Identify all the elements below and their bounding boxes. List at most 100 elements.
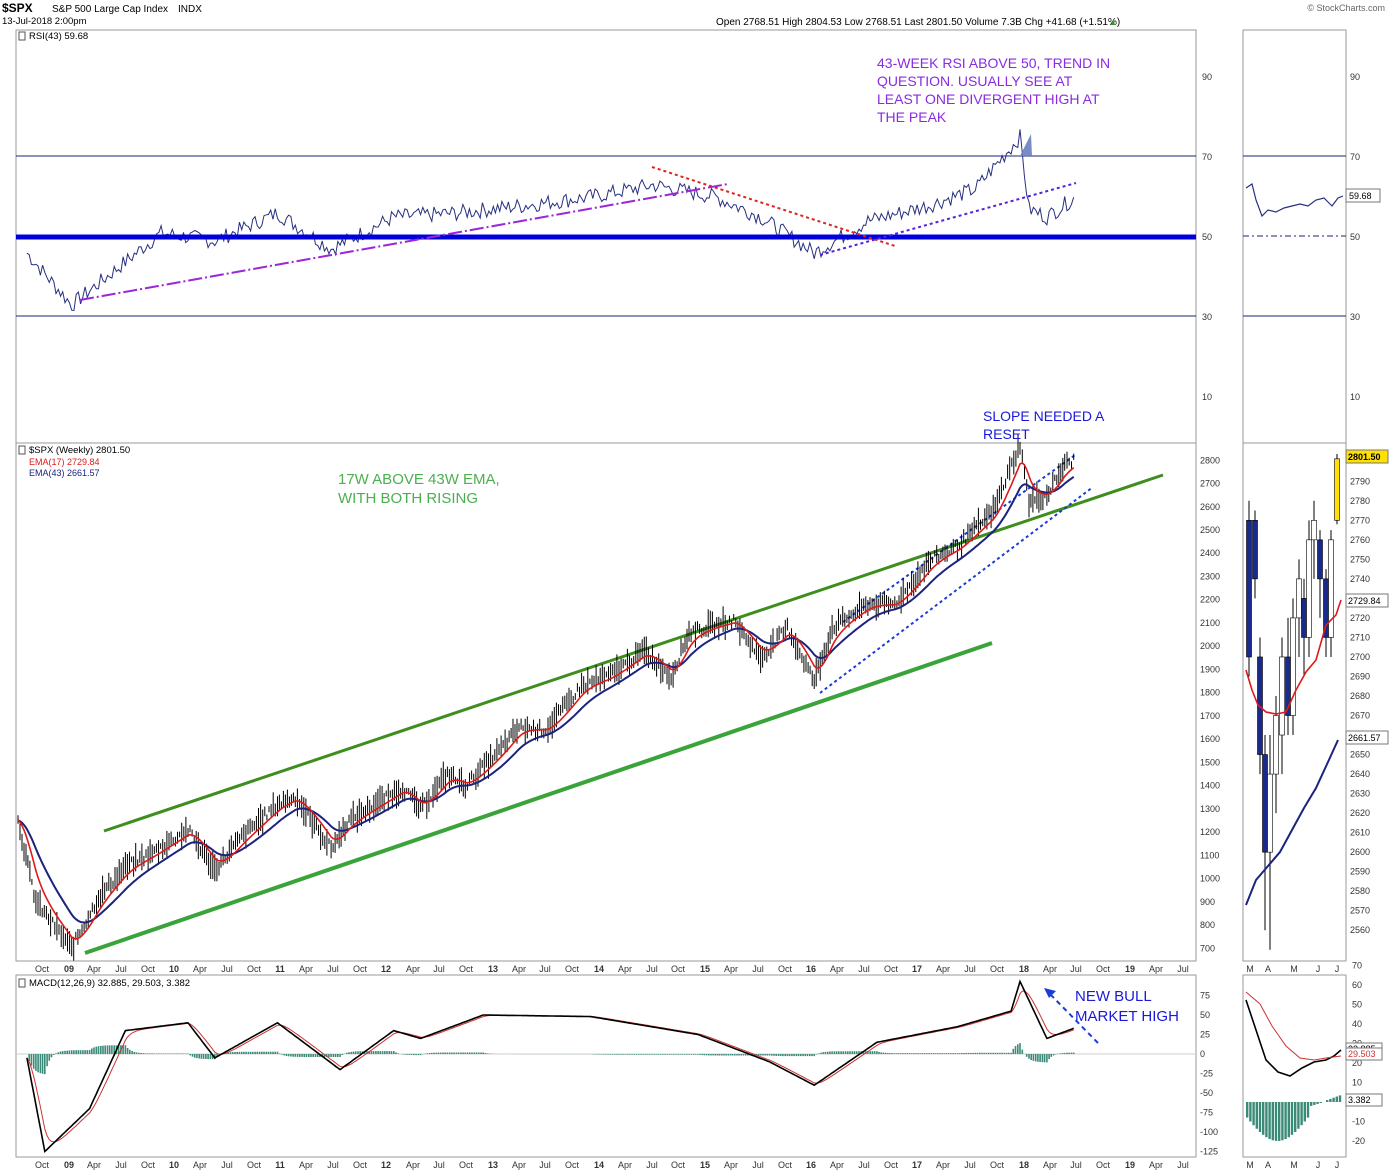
daily-price-tick-label: 2620 xyxy=(1350,808,1370,818)
macd-histogram-bar xyxy=(972,1052,974,1054)
rsi-annotation-line: LEAST ONE DIVERGENT HIGH AT xyxy=(877,91,1100,107)
macd-histogram-bar xyxy=(207,1054,209,1060)
daily-price-tick-label: 2630 xyxy=(1350,789,1370,799)
daily-macd-tag-text: 29.503 xyxy=(1348,1049,1376,1059)
daily-price-tick-label: 2570 xyxy=(1350,906,1370,916)
x-axis-label: Apr xyxy=(1043,964,1057,974)
macd-histogram-bar xyxy=(923,1053,926,1054)
daily-macd-histogram-bar xyxy=(1300,1102,1303,1126)
macd-histogram-bar xyxy=(75,1050,77,1054)
macd-histogram-bar xyxy=(835,1051,838,1054)
daily-macd-histogram-bar xyxy=(1265,1102,1268,1138)
macd-histogram-bar xyxy=(1017,1044,1019,1054)
macd-histogram-bar xyxy=(35,1054,37,1071)
x-axis-label: Oct xyxy=(778,1160,793,1170)
macd-histogram-bar xyxy=(677,1054,679,1055)
x-axis-label: Apr xyxy=(406,1160,420,1170)
macd-panel-icon[interactable] xyxy=(18,978,26,988)
macd-histogram-bar xyxy=(104,1045,106,1054)
macd-histogram-bar xyxy=(238,1051,241,1054)
x-axis-label: Oct xyxy=(884,1160,899,1170)
x-axis-label: Jul xyxy=(752,1160,764,1170)
macd-histogram-bar xyxy=(675,1054,677,1055)
macd-tick-label: 50 xyxy=(1200,1010,1210,1020)
macd-histogram-bar xyxy=(100,1045,102,1054)
price-tick-label: 1800 xyxy=(1200,688,1220,698)
macd-histogram-bar xyxy=(348,1052,350,1054)
daily-macd-tag-text: 3.382 xyxy=(1348,1095,1371,1105)
price-tick-label: 2700 xyxy=(1200,479,1220,489)
daily-x-label: M xyxy=(1246,964,1254,974)
macd-histogram-bar xyxy=(346,1052,348,1054)
macd-histogram-bar xyxy=(999,1052,1001,1054)
rsi-axis: 90 90 70 70 50 50 30 30 10 10 xyxy=(1202,72,1360,402)
x-axis-label: 18 xyxy=(1019,964,1029,974)
x-axis-label: Jul xyxy=(221,1160,233,1170)
macd-histogram-bar xyxy=(437,1052,440,1054)
price-panel-icon[interactable] xyxy=(18,445,26,455)
macd-histogram-bar xyxy=(1030,1054,1032,1060)
rsi-panel-icon[interactable] xyxy=(18,31,26,41)
macd-histogram-bar xyxy=(477,1052,480,1054)
macd-histogram-bar xyxy=(189,1054,191,1056)
x-axis-label: Apr xyxy=(512,964,526,974)
daily-macd-tag xyxy=(1345,1047,1383,1061)
price-tick-label: 1300 xyxy=(1200,804,1220,814)
x-axis-label: Oct xyxy=(1096,1160,1111,1170)
macd-histogram-bar xyxy=(869,1051,871,1054)
macd-histogram-bar xyxy=(1063,1052,1066,1054)
daily-macd-histogram-bar xyxy=(1274,1102,1278,1141)
macd-histogram-bar xyxy=(762,1054,764,1056)
macd-histogram-bar xyxy=(308,1054,310,1057)
daily-price-tag xyxy=(1345,449,1389,464)
daily-price-tick-label: 2680 xyxy=(1350,691,1370,701)
macd-histogram-bar xyxy=(824,1051,827,1054)
macd-histogram-bar xyxy=(631,1054,633,1055)
macd-legend: MACD(12,26,9) 32.885, 29.503, 3.382 xyxy=(29,978,190,989)
macd-histogram-bar xyxy=(184,1053,187,1054)
macd-histogram-bar xyxy=(928,1053,930,1054)
daily-macd-line xyxy=(1245,999,1342,1077)
macd-histogram-bar xyxy=(254,1051,256,1054)
macd-histogram-bar xyxy=(37,1054,39,1073)
macd-histogram-bar xyxy=(158,1053,160,1054)
macd-histogram-bar xyxy=(88,1050,91,1054)
macd-histogram-bar xyxy=(666,1054,669,1055)
x-axis-label: Apr xyxy=(193,1160,207,1170)
macd-histogram-bar xyxy=(616,1054,618,1055)
ema43-legend: EMA(43) 2661.57 xyxy=(29,468,100,478)
price-tick-label: 2300 xyxy=(1200,571,1220,581)
macd-histogram-bar xyxy=(404,1054,406,1055)
macd-histogram-bar xyxy=(448,1052,451,1054)
daily-candle xyxy=(1273,715,1279,775)
macd-histogram-bar xyxy=(961,1053,963,1054)
macd-tick-label: -125 xyxy=(1200,1147,1218,1157)
macd-histogram-bar xyxy=(716,1054,719,1056)
macd-histogram-bar xyxy=(967,1052,970,1054)
macd-histogram-bar xyxy=(133,1051,136,1054)
macd-histogram-bar xyxy=(482,1052,484,1054)
macd-tick-label: -100 xyxy=(1200,1127,1218,1137)
macd-histogram-bar xyxy=(844,1051,847,1054)
macd-tick-label: -50 xyxy=(1200,1088,1213,1098)
macd-histogram-bar xyxy=(867,1051,869,1054)
macd-histogram-bar xyxy=(775,1054,777,1056)
macd-histogram-bar xyxy=(294,1054,297,1057)
daily-macd-frame xyxy=(1242,974,1347,1158)
macd-histogram-bar xyxy=(388,1051,391,1054)
macd-histogram-bar xyxy=(932,1053,935,1054)
price-tick-label: 2800 xyxy=(1200,455,1220,465)
daily-macd-histogram-bar xyxy=(1249,1102,1252,1122)
macd-histogram-bar xyxy=(124,1045,127,1054)
macd-histogram-bar xyxy=(316,1054,319,1057)
macd-histogram-bar xyxy=(46,1054,48,1067)
daily-macd-histogram-bar xyxy=(1303,1102,1306,1122)
macd-histogram-bar xyxy=(596,1054,598,1055)
daily-rsi-tick-label: 10 xyxy=(1350,392,1360,402)
macd-histogram-bar xyxy=(690,1054,693,1055)
daily-candle xyxy=(1317,539,1323,580)
slope-annotation-line: SLOPE NEEDED A xyxy=(983,408,1105,424)
macd-histogram-bar xyxy=(930,1053,933,1054)
macd-histogram-bar xyxy=(328,1054,330,1057)
chart-date: 13-Jul-2018 2:00pm xyxy=(2,16,87,27)
